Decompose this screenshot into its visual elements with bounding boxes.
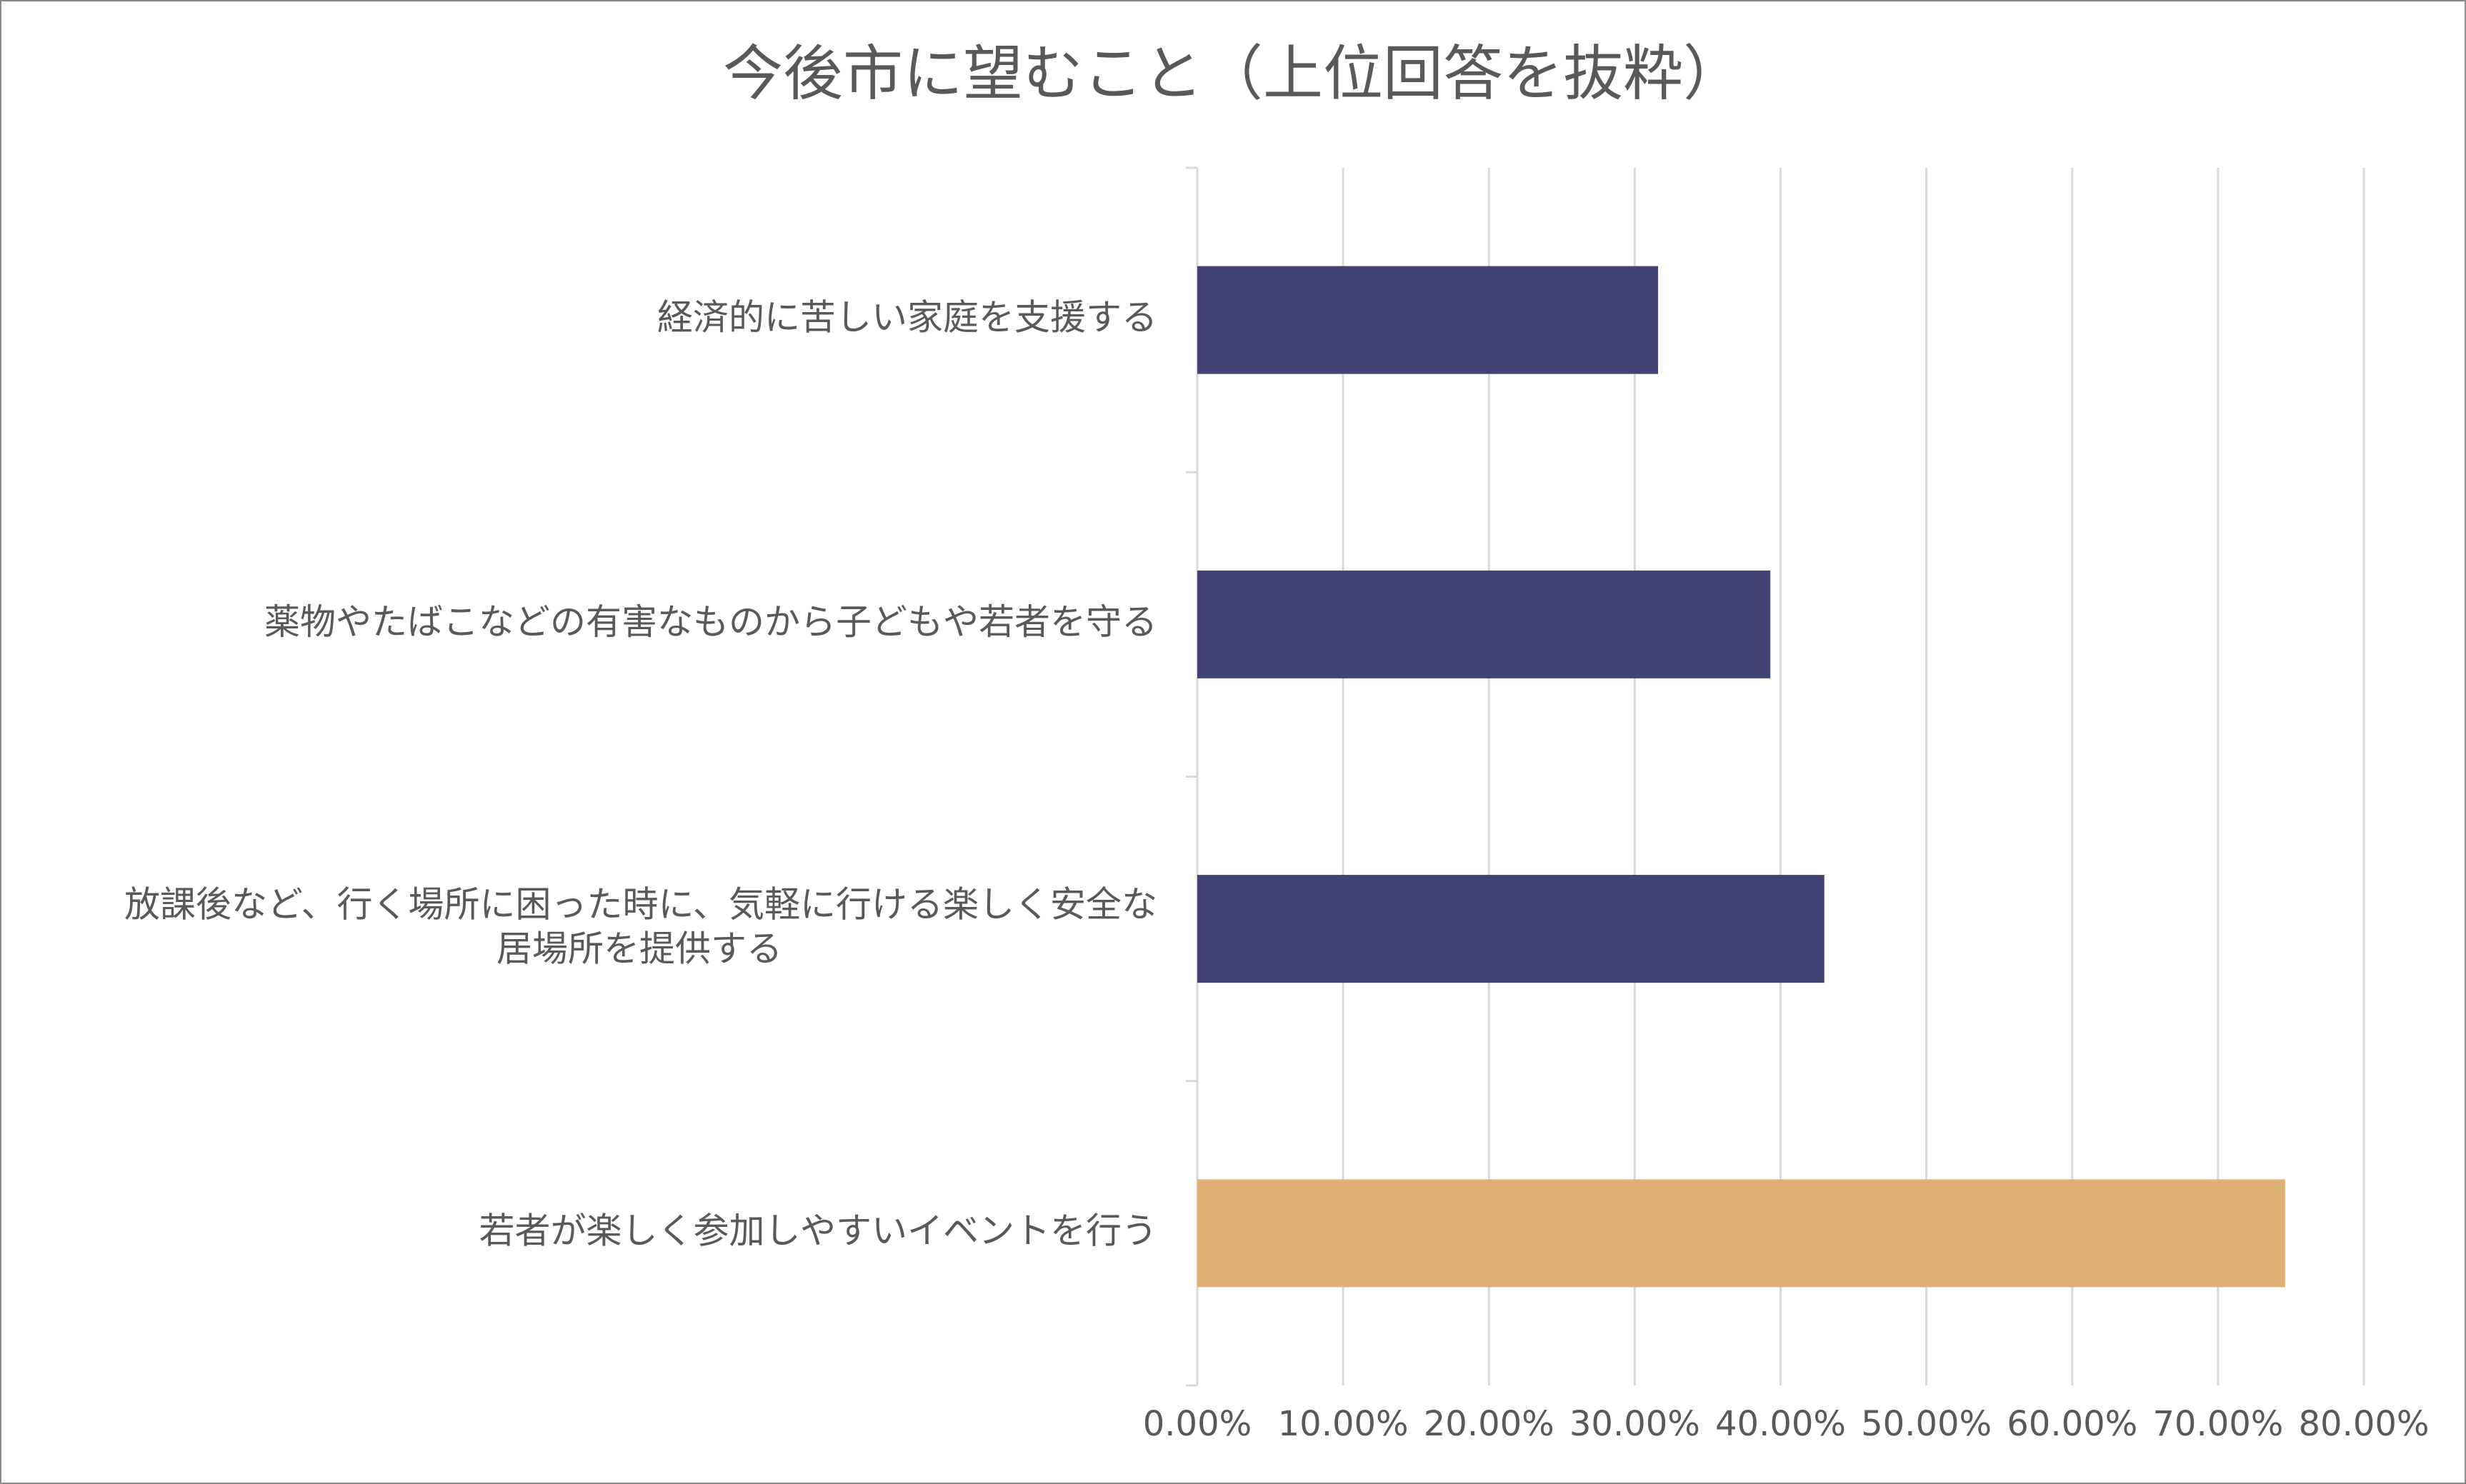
category-label-3-line-2: 居場所を提供する bbox=[496, 928, 782, 969]
category-label-1: 経済的に苦しい家庭を支援する bbox=[657, 297, 1157, 339]
x-tick-label-1: 10.00% bbox=[1278, 1404, 1409, 1444]
x-tick-label-6: 60.00% bbox=[2007, 1404, 2137, 1444]
x-tick-label-3: 30.00% bbox=[1569, 1404, 1700, 1444]
x-tick-label-0: 0.00% bbox=[1143, 1404, 1252, 1444]
x-tick-label-8: 80.00% bbox=[2298, 1404, 2429, 1444]
category-label-2: 薬物やたばこなどの有害なものから子どもや若者を守る bbox=[264, 601, 1157, 643]
category-label-3-line-1: 放課後など、行く場所に困った時に、気軽に行ける楽しく安全な bbox=[124, 883, 1157, 925]
category-label-3: 放課後など、行く場所に困った時に、気軽に行ける楽しく安全な居場所を提供する bbox=[124, 883, 1157, 969]
x-tick-label-7: 70.00% bbox=[2152, 1404, 2283, 1444]
category-label-4: 若者が楽しく参加しやすいイベントを行う bbox=[479, 1210, 1158, 1251]
x-tick-label-4: 40.00% bbox=[1715, 1404, 1846, 1444]
x-tick-label-5: 50.00% bbox=[1861, 1404, 1992, 1444]
bar-3 bbox=[1197, 875, 1824, 983]
chart-title: 今後市に望むこと（上位回答を抜粋） bbox=[722, 39, 1743, 109]
x-tick-label-2: 20.00% bbox=[1424, 1404, 1554, 1444]
bar-2 bbox=[1197, 570, 1771, 678]
bar-1 bbox=[1197, 266, 1659, 374]
bar-4 bbox=[1197, 1179, 2285, 1288]
